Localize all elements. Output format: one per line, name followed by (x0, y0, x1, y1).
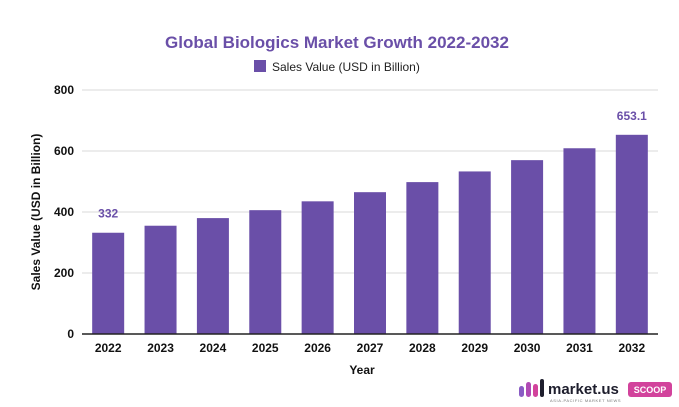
bar-2027 (354, 192, 386, 334)
bar-2028 (406, 182, 439, 334)
y-tick-label: 600 (54, 144, 74, 158)
logo-wordmark: market.us (548, 381, 619, 398)
bar-2030 (511, 160, 544, 334)
y-tick-label: 400 (54, 205, 74, 219)
legend-swatch (254, 60, 266, 72)
x-tick-label: 2025 (252, 341, 279, 355)
x-tick-label: 2031 (566, 341, 593, 355)
x-tick-label: 2032 (618, 341, 645, 355)
x-axis-ticks: 2022 2023 2024 2025 2026 2027 2028 2029 2030 2031… (95, 341, 646, 355)
data-label: 332 (98, 207, 118, 221)
logo-subtitle: ASIA-PACIFIC MARKET NEWS (550, 398, 621, 403)
bar-2025 (249, 210, 282, 334)
logo-tag: SCOOP (634, 385, 667, 395)
bar-2022 (92, 232, 125, 334)
logo-tag-badge (628, 382, 672, 397)
x-tick-label: 2024 (200, 341, 227, 355)
x-tick-label: 2027 (357, 341, 384, 355)
x-axis-title: Year (349, 363, 375, 377)
x-tick-label: 2022 (95, 341, 122, 355)
logo-mark-icon (519, 379, 544, 397)
bars (92, 134, 648, 334)
x-tick-label: 2028 (409, 341, 436, 355)
bar-2024 (196, 218, 229, 334)
y-tick-label: 200 (54, 266, 74, 280)
bar-2023 (144, 225, 177, 334)
bar-2026 (301, 201, 334, 334)
x-tick-label: 2026 (304, 341, 331, 355)
x-tick-label: 2023 (147, 341, 174, 355)
y-tick-label: 0 (67, 327, 74, 341)
y-tick-label: 800 (54, 83, 74, 97)
market-us-logo: market.us SCOOP ASIA-PACIFIC MARKET NEWS (519, 379, 672, 403)
x-tick-label: 2030 (514, 341, 541, 355)
y-axis-ticks: 0 200 400 600 800 (54, 83, 74, 341)
data-labels: 332 653.1 (98, 109, 647, 221)
bar-2029 (458, 171, 491, 334)
bar-2032 (615, 134, 648, 334)
legend: Sales Value (USD in Billion) (254, 60, 420, 74)
chart-title: Global Biologics Market Growth 2022-2032 (165, 33, 509, 52)
x-tick-label: 2029 (461, 341, 488, 355)
data-label: 653.1 (617, 109, 647, 123)
bar-2031 (563, 148, 596, 334)
legend-label: Sales Value (USD in Billion) (272, 60, 420, 74)
y-axis-title: Sales Value (USD in Billion) (29, 134, 43, 291)
